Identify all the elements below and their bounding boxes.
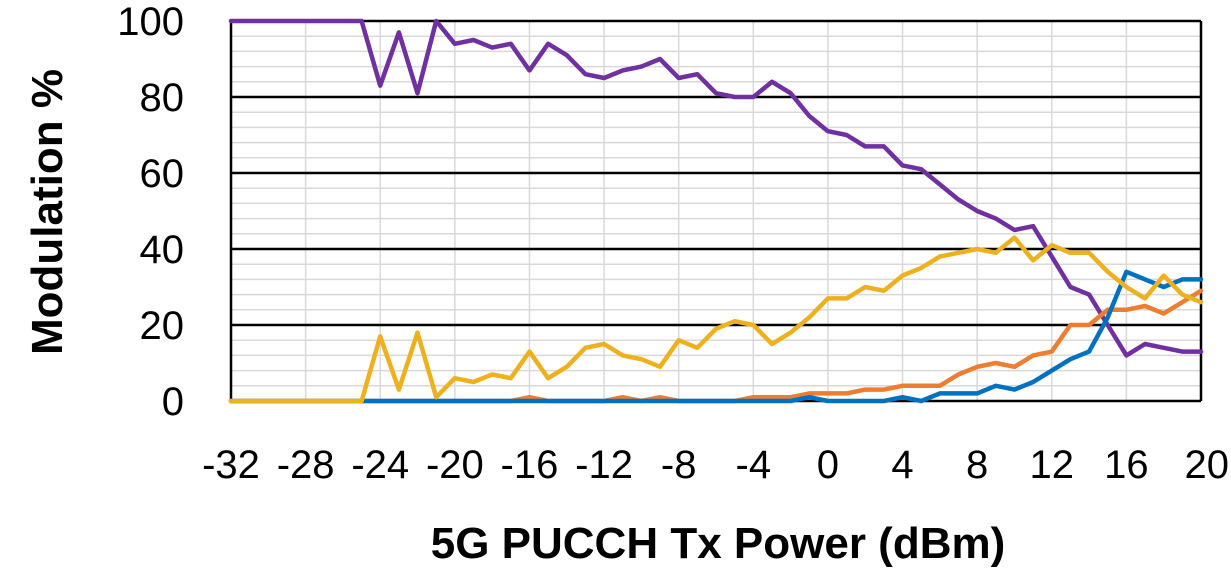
series-line-3 [228,269,1204,404]
x-axis-label: 5G PUCCH Tx Power (dBm) [431,519,1006,568]
x-tick-label: -20 [426,443,484,487]
x-tick-label: 12 [1030,443,1075,487]
x-tick-label: -16 [501,443,559,487]
y-axis-label: Modulation % [23,69,72,355]
y-tick-label: 80 [140,76,185,120]
x-tick-label: 0 [817,443,839,487]
x-tick-label: 20 [1185,443,1230,487]
y-tick-label: 40 [140,228,185,272]
y-tick-label: 100 [117,0,184,44]
x-tick-labels: -32 -28 -24 -20 -16 -12 -8 -4 0 4 8 12 16 20 [202,443,1229,487]
y-tick-label: 20 [140,304,185,348]
series-line-1 [228,18,1204,358]
series-line-4 [228,235,1204,404]
x-tick-label: -12 [575,443,633,487]
x-tick-label: -28 [277,443,335,487]
series-layer [228,18,1204,404]
major-gridlines [229,19,1203,403]
x-tick-label: 4 [891,443,913,487]
x-tick-label: 16 [1104,443,1149,487]
x-tick-label: -24 [351,443,409,487]
y-tick-labels: 0 20 40 60 80 100 [117,0,184,424]
x-tick-label: -8 [661,443,697,487]
x-tick-label: -32 [202,443,260,487]
y-tick-label: 0 [162,380,184,424]
y-tick-label: 60 [140,152,185,196]
x-tick-label: -4 [736,443,772,487]
x-tick-label: 8 [966,443,988,487]
